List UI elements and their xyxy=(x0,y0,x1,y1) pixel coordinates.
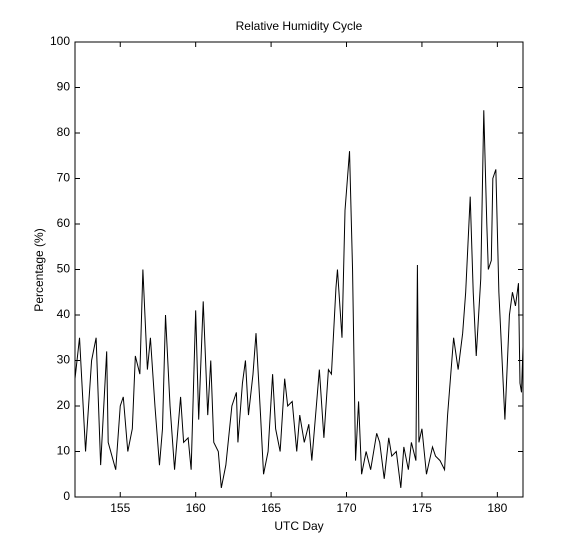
x-tick-label: 160 xyxy=(186,501,206,515)
x-tick-label: 180 xyxy=(487,501,507,515)
y-tick-label: 90 xyxy=(57,80,71,94)
y-tick-label: 10 xyxy=(57,444,71,458)
data-line xyxy=(74,110,524,488)
y-tick-label: 70 xyxy=(57,171,71,185)
y-tick-label: 0 xyxy=(63,489,70,503)
y-tick-label: 40 xyxy=(57,307,71,321)
chart-title: Relative Humidity Cycle xyxy=(236,19,363,33)
y-tick-label: 60 xyxy=(57,216,71,230)
y-tick-label: 20 xyxy=(57,398,71,412)
y-tick-label: 100 xyxy=(50,34,70,48)
y-tick-label: 50 xyxy=(57,262,71,276)
x-axis-label: UTC Day xyxy=(274,519,323,533)
y-tick-label: 30 xyxy=(57,353,71,367)
x-tick-label: 165 xyxy=(261,501,281,515)
x-tick-label: 170 xyxy=(336,501,356,515)
y-tick-label: 80 xyxy=(57,125,71,139)
y-axis-label: Percentage (%) xyxy=(32,228,46,311)
x-tick-label: 175 xyxy=(412,501,432,515)
x-tick-label: 155 xyxy=(110,501,130,515)
